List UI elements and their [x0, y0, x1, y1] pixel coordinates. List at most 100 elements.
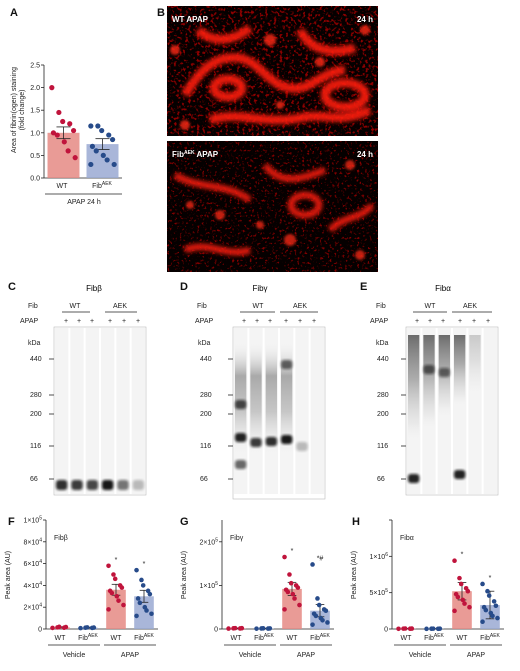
data-point — [310, 622, 315, 627]
kda-marker: 200 — [30, 411, 42, 418]
data-point — [424, 626, 429, 632]
panel-e-fib-label: Fib — [376, 303, 386, 310]
kda-marker: 116 — [377, 443, 388, 450]
bar — [282, 588, 302, 629]
data-point — [54, 132, 60, 138]
category-label: WT — [287, 635, 299, 642]
blot-smear — [469, 335, 481, 397]
data-point — [49, 85, 55, 91]
data-point — [490, 613, 495, 619]
significance-mark: * — [143, 561, 146, 568]
data-point — [50, 625, 55, 631]
blot-lane — [483, 328, 497, 494]
apap-plus: + — [415, 318, 419, 325]
panel-e-title: Fibα — [435, 284, 451, 293]
data-point — [67, 121, 73, 127]
data-point — [60, 118, 66, 125]
blot-band — [281, 360, 293, 369]
kda-marker: 200 — [200, 411, 212, 418]
data-point — [109, 590, 115, 596]
apap-plus: + — [298, 318, 302, 325]
panel-a-letter: A — [10, 7, 18, 19]
category-label: WT — [457, 635, 469, 642]
panel-a-group-label: APAP 24 h — [67, 199, 101, 206]
kda-marker: 280 — [200, 392, 212, 399]
data-point — [56, 109, 62, 116]
apap-plus: + — [90, 318, 94, 325]
apap-plus: + — [441, 318, 445, 325]
significance-mark: *# — [317, 555, 324, 562]
y-tick-label: 0.0 — [30, 176, 40, 183]
data-point — [91, 625, 97, 630]
panel-a-ylabel-2: (fold change) — [19, 90, 26, 131]
data-point — [135, 596, 141, 601]
data-point — [285, 589, 291, 595]
y-tick-label: 0 — [384, 627, 388, 634]
data-point — [65, 148, 71, 154]
blot-lanes: + + + + + + + + + + + + + + + + + + — [55, 318, 497, 494]
micrograph-top: WT APAP 24 h — [167, 6, 378, 136]
data-point — [78, 625, 83, 631]
data-point — [100, 152, 106, 158]
blot-lane — [131, 328, 145, 494]
data-point — [288, 580, 294, 586]
data-point — [109, 136, 116, 143]
blot-band — [250, 438, 262, 447]
panel-e-blot: E Fibα Fib WT AEK APAP kDa — [360, 281, 499, 496]
panel-a-chart: 0.0 0.5 1.0 1.5 2.0 2.5 — [30, 63, 122, 183]
category-label: FibAEK — [134, 633, 154, 642]
y-tick-label: 1×105 — [199, 581, 218, 590]
panel-c-letter: C — [8, 281, 16, 293]
panel-f-chart: Fibβ Peak area (AU) 0 2×104 4×104 6×104 8×104 1… — [5, 516, 158, 659]
data-point — [455, 594, 461, 600]
data-point — [72, 155, 78, 161]
chart-ylabel: Peak area (AU) — [351, 551, 358, 599]
data-point — [313, 613, 319, 619]
data-point — [457, 575, 462, 581]
data-point — [111, 572, 116, 577]
blot-band — [86, 480, 98, 490]
significance-mark: * — [461, 552, 464, 559]
data-point — [149, 611, 154, 617]
data-point — [70, 127, 77, 134]
kda-marker: 440 — [200, 356, 212, 363]
panel-h-letter: H — [352, 516, 360, 528]
bar — [452, 591, 472, 629]
blot-band — [132, 480, 144, 490]
data-point — [430, 626, 436, 631]
panel-c-apap-label: APAP — [20, 318, 38, 325]
data-point — [485, 588, 490, 594]
data-point — [493, 603, 499, 609]
micrograph-bottom-title: FibAEK APAP — [172, 150, 219, 159]
apap-plus: + — [108, 318, 112, 325]
micrograph-bottom-time: 24 h — [357, 150, 373, 159]
apap-plus: + — [255, 318, 259, 325]
bar — [106, 589, 126, 629]
data-point — [61, 139, 67, 145]
chart-title: Fibα — [400, 535, 414, 542]
data-point — [112, 576, 118, 582]
data-point — [147, 591, 153, 597]
data-point — [295, 585, 301, 590]
panel-c-blot: C Fibβ Fib WT AEK APAP kDa — [8, 281, 147, 496]
data-point — [491, 599, 497, 604]
y-tick-label: 2×104 — [23, 603, 42, 612]
panel-f-letter: F — [8, 516, 15, 528]
data-point — [99, 127, 105, 134]
apap-plus: + — [472, 318, 476, 325]
category-label: WT — [111, 635, 123, 642]
category-label: FibAEK — [254, 633, 274, 642]
kda-marker: 200 — [377, 411, 389, 418]
data-point — [104, 157, 110, 163]
data-point — [437, 626, 443, 631]
micrograph-bottom: FibAEK APAP 24 h — [167, 141, 378, 272]
data-point — [486, 593, 492, 598]
data-point — [254, 626, 259, 631]
blot-lane — [55, 328, 69, 494]
data-point — [260, 626, 266, 631]
apap-plus: + — [122, 318, 126, 325]
y-tick-label: 1.5 — [30, 108, 40, 115]
blot-smear — [281, 340, 293, 460]
blot-lane — [70, 328, 84, 494]
